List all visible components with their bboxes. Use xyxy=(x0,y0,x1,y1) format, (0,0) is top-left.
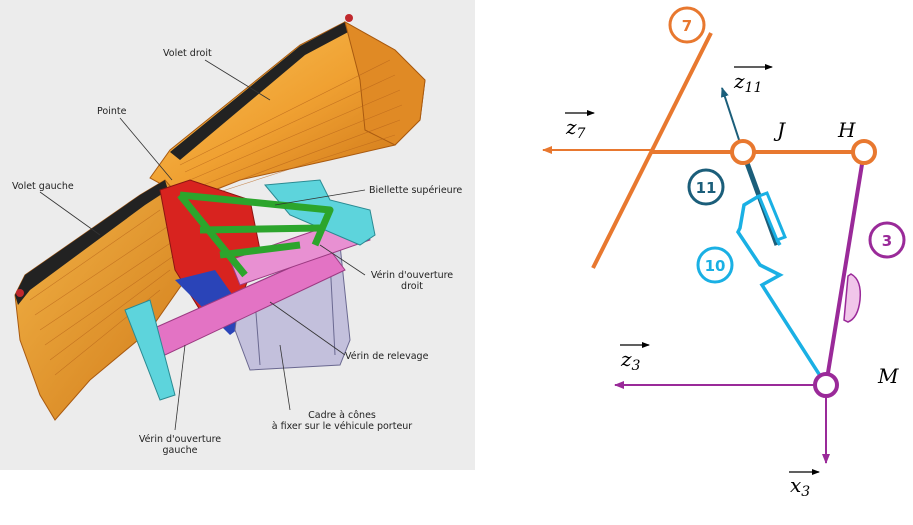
schema-drawing: 7 3 11 10 J xyxy=(542,6,906,500)
solid-11-number: 11 xyxy=(696,179,717,197)
solid-10-marker xyxy=(696,246,734,284)
solid-7: 7 xyxy=(542,6,864,269)
right-blade xyxy=(149,14,426,201)
solid-10: 10 xyxy=(696,191,828,386)
vector-z7-sub: 7 xyxy=(577,126,586,142)
vector-x3-base: x xyxy=(790,473,801,497)
label-verin-ouverture-droit: Vérin d'ouverture droit xyxy=(362,270,462,292)
joint-J xyxy=(730,139,756,165)
label-verin-ouverture-gauche: Vérin d'ouverture gauche xyxy=(125,434,235,456)
label-biellette-superieure: Biellette supérieure xyxy=(369,185,463,196)
cyan-support-left xyxy=(124,299,176,401)
solid-7-number: 7 xyxy=(682,17,692,35)
label-verin-ouverture-droit-line1: Vérin d'ouverture xyxy=(370,270,454,281)
label-pointe: Pointe xyxy=(97,106,127,117)
label-verin-ouverture-gauche-line1: Vérin d'ouverture xyxy=(138,434,222,445)
joint-M xyxy=(813,372,839,398)
vector-label-z7-text: z7 xyxy=(565,115,586,142)
solid-7-marker xyxy=(668,6,706,44)
vector-label-z3-text: z3 xyxy=(620,347,641,374)
vector-label-z11: z11 xyxy=(733,64,773,96)
solid-11: 11 xyxy=(687,87,780,246)
vector-z11-base: z xyxy=(733,69,745,93)
vector-z3-sub: 3 xyxy=(632,358,641,374)
label-cadre-cones: Cadre à cônes à fixer sur le véhicule po… xyxy=(262,410,422,432)
solid-3: 3 xyxy=(614,151,906,464)
vector-label-z11-text: z11 xyxy=(733,69,762,96)
solid-10-cylinder-head xyxy=(757,191,787,242)
label-volet-droit: Volet droit xyxy=(163,48,212,59)
vector-z7-base: z xyxy=(565,115,577,139)
vector-z3-base: z xyxy=(620,347,632,371)
green-link xyxy=(177,191,334,278)
point-label-J: J xyxy=(773,118,786,142)
solid-10-number: 10 xyxy=(705,257,726,275)
leader-lines xyxy=(39,59,366,431)
plough-drawing xyxy=(14,14,426,431)
vector-label-x3: x3 xyxy=(789,469,820,500)
solid-10-body xyxy=(735,194,828,386)
vector-label-x3-text: x3 xyxy=(790,473,810,500)
solid-3-marker xyxy=(868,221,906,259)
solid-3-number: 3 xyxy=(882,232,892,250)
kinematic-schema: 7 3 11 10 J xyxy=(475,0,913,521)
solid-3-handle xyxy=(843,273,862,323)
solid-3-bar xyxy=(824,151,866,386)
vector-x3-sub: 3 xyxy=(801,484,810,500)
joint-H xyxy=(851,139,877,165)
point-label-H: H xyxy=(837,118,856,142)
label-verin-relevage: Vérin de relevage xyxy=(345,351,429,362)
label-verin-ouverture-droit-line2: droit xyxy=(401,281,423,292)
vector-z11-sub: 11 xyxy=(745,80,763,96)
label-volet-gauche: Volet gauche xyxy=(12,181,74,192)
point-label-M: M xyxy=(877,364,899,388)
label-cadre-cones-line1: Cadre à cônes xyxy=(308,410,376,421)
plough-illustration: Volet droit Pointe Volet gauche Biellett… xyxy=(0,0,475,470)
vector-label-z7: z7 xyxy=(565,110,595,142)
label-cadre-cones-line2: à fixer sur le véhicule porteur xyxy=(271,421,413,432)
vector-label-z3: z3 xyxy=(620,342,650,374)
label-verin-ouverture-gauche-line2: gauche xyxy=(162,445,198,456)
left-blade xyxy=(14,179,196,421)
solid-10-link xyxy=(775,239,782,246)
solid-11-marker xyxy=(687,168,725,206)
